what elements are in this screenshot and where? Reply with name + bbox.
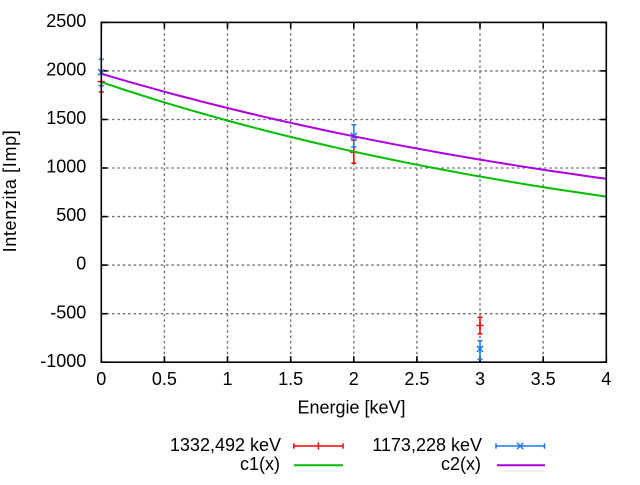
svg-text:-500: -500 [50,302,86,322]
svg-text:3: 3 [475,369,485,389]
svg-text:1173,228 keV: 1173,228 keV [372,435,482,455]
svg-text:1: 1 [222,369,232,389]
svg-text:Intenzita [Imp]: Intenzita [Imp] [0,130,20,253]
svg-text:2500: 2500 [46,11,86,31]
svg-text:2: 2 [349,369,359,389]
svg-text:0.5: 0.5 [152,369,177,389]
svg-text:500: 500 [56,205,86,225]
svg-text:2.5: 2.5 [404,369,429,389]
svg-text:2000: 2000 [46,60,86,80]
svg-text:Energie [keV]: Energie [keV] [297,398,405,418]
svg-text:-1000: -1000 [40,351,86,371]
svg-text:4: 4 [601,369,611,389]
svg-text:3.5: 3.5 [531,369,556,389]
svg-text:c1(x): c1(x) [240,454,280,474]
svg-text:1500: 1500 [46,108,86,128]
svg-text:1332,492 keV: 1332,492 keV [170,435,281,455]
svg-text:1.5: 1.5 [278,369,303,389]
svg-text:c2(x): c2(x) [441,454,481,474]
svg-text:0: 0 [76,254,86,274]
svg-text:0: 0 [96,369,106,389]
svg-text:1000: 1000 [46,157,86,177]
